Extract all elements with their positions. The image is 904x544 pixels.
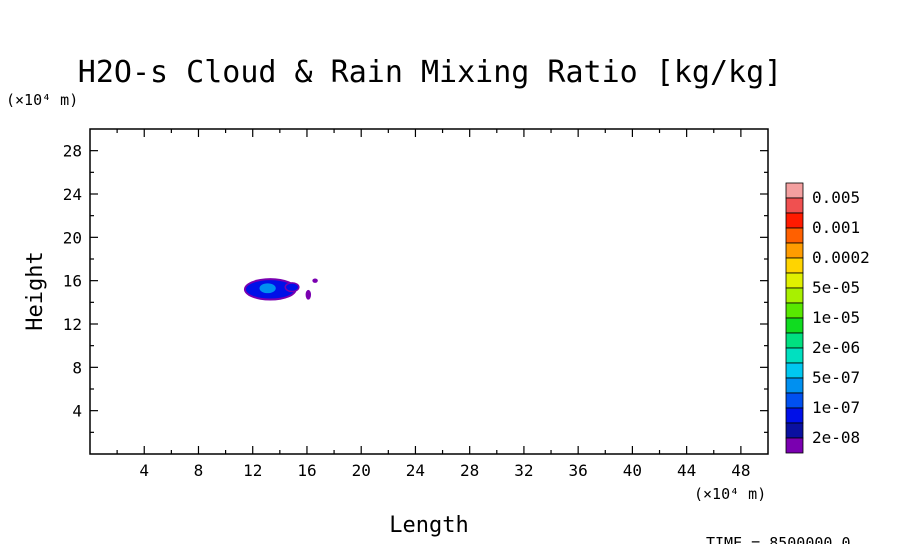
colorbar-swatch: [785, 212, 804, 229]
x-tick-label: 8: [194, 461, 204, 480]
colorbar-swatch: [785, 437, 804, 454]
y-tick-label: 16: [63, 272, 82, 291]
y-axis-unit: (×10⁴ m): [6, 91, 78, 109]
colorbar-swatch: [785, 257, 804, 274]
cloud-small-cell: [312, 278, 318, 283]
cloud-lobe: [284, 282, 300, 293]
y-tick-label: 24: [63, 185, 82, 204]
x-axis-label: Length: [389, 513, 468, 538]
colorbar-swatch: [785, 347, 804, 364]
colorbar-swatch: [785, 242, 804, 259]
time-footer: TIME = 8500000.0: [706, 534, 851, 544]
cloud-small-cell: [305, 289, 312, 300]
colorbar-label: 1e-05: [812, 308, 860, 327]
colorbar-swatch: [785, 332, 804, 349]
x-tick-label: 44: [677, 461, 696, 480]
colorbar-swatch: [785, 227, 804, 244]
plot-area: [89, 128, 769, 455]
cloud-field: [243, 278, 318, 301]
y-tick-label: 4: [72, 402, 82, 421]
y-tick-label: 20: [63, 228, 82, 247]
x-tick-label: 4: [139, 461, 149, 480]
colorbar-swatch: [785, 407, 804, 424]
y-tick-label: 8: [72, 358, 82, 377]
colorbar-label: 5e-05: [812, 278, 860, 297]
x-tick-label: 16: [297, 461, 316, 480]
colorbar-swatch: [785, 197, 804, 214]
colorbar-swatch: [785, 317, 804, 334]
y-tick-label: 12: [63, 315, 82, 334]
colorbar-swatch: [785, 287, 804, 304]
colorbar-swatch: [785, 302, 804, 319]
x-axis-unit: (×10⁴ m): [694, 485, 766, 503]
x-tick-label: 28: [460, 461, 479, 480]
colorbar-swatch: [785, 362, 804, 379]
x-tick-label: 40: [623, 461, 642, 480]
colorbar-label: 2e-06: [812, 338, 860, 357]
colorbar-label: 5e-07: [812, 368, 860, 387]
x-tick-label: 20: [352, 461, 371, 480]
chart-title: H2O-s Cloud & Rain Mixing Ratio [kg/kg]: [78, 55, 782, 90]
colorbar: 0.005 0.001 0.0002 5e-05 1e-05 2e-06 5e-07 1e-0…: [785, 182, 870, 454]
x-tick-label: 24: [406, 461, 425, 480]
x-tick-label: 12: [243, 461, 262, 480]
y-tick-label: 28: [63, 142, 82, 161]
x-tick-label: 32: [514, 461, 533, 480]
colorbar-label: 0.0002: [812, 248, 870, 267]
colorbar-swatch: [785, 392, 804, 409]
colorbar-swatch: [785, 422, 804, 439]
cloud-core: [259, 283, 276, 294]
x-tick-label: 36: [569, 461, 588, 480]
colorbar-label: 0.001: [812, 218, 860, 237]
colorbar-label: 2e-08: [812, 428, 860, 447]
colorbar-swatch: [785, 272, 804, 289]
colorbar-label: 0.005: [812, 188, 860, 207]
x-tick-label: 48: [731, 461, 750, 480]
colorbar-swatch: [785, 377, 804, 394]
colorbar-swatch: [785, 182, 804, 199]
y-axis-label: Height: [23, 251, 48, 330]
colorbar-label: 1e-07: [812, 398, 860, 417]
